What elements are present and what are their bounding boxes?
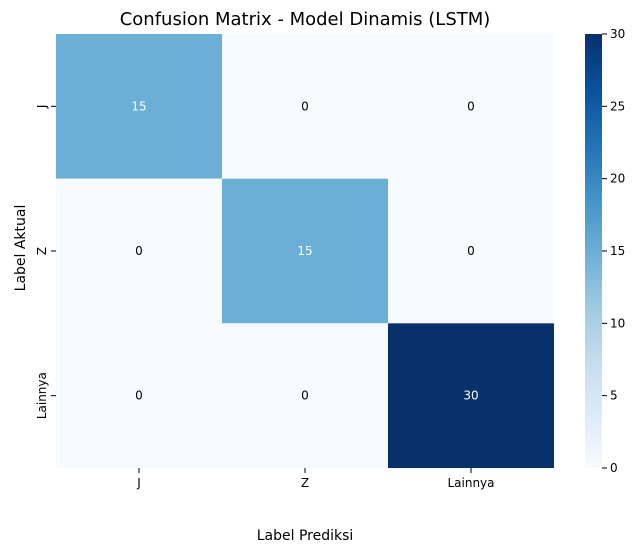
heatmap-cells xyxy=(56,34,554,468)
heatmap-cell xyxy=(388,34,554,179)
cell-value-label: 0 xyxy=(467,99,475,113)
colorbar-tick-label: 10 xyxy=(610,316,625,330)
cell-value-label: 0 xyxy=(301,389,309,403)
x-axis-label: Label Prediksi xyxy=(257,528,354,544)
y-tick-label: Lainnya xyxy=(35,372,49,419)
colorbar-tick-label: 20 xyxy=(610,172,625,186)
cell-value-label: 0 xyxy=(135,389,143,403)
y-tick-label: Z xyxy=(35,247,49,255)
colorbar-tick-label: 0 xyxy=(610,461,618,475)
chart-title: Confusion Matrix - Model Dinamis (LSTM) xyxy=(120,9,491,30)
heatmap-cell xyxy=(388,323,554,468)
colorbar-tick-label: 25 xyxy=(610,99,625,113)
y-axis-ticks: J Z Lainnya xyxy=(35,105,56,419)
x-axis-ticks: J Z Lainnya xyxy=(136,468,495,490)
heatmap-cell xyxy=(56,178,222,324)
cell-value-label: 30 xyxy=(463,389,478,403)
y-axis-label: Label Aktual xyxy=(13,205,29,292)
heatmap-cell xyxy=(56,323,222,468)
heatmap-cell xyxy=(222,323,388,468)
y-tick-label: J xyxy=(35,105,49,110)
heatmap-cell xyxy=(56,34,222,179)
colorbar xyxy=(585,34,602,468)
colorbar-tick-label: 5 xyxy=(610,389,618,403)
colorbar-ticks: 0 5 10 15 20 25 30 xyxy=(602,27,625,475)
colorbar-tick-label: 15 xyxy=(610,244,625,258)
colorbar-tick-label: 30 xyxy=(610,27,625,41)
heatmap-cell-labels: 15 0 0 0 15 0 0 0 30 xyxy=(131,99,478,402)
cell-value-label: 15 xyxy=(297,244,312,258)
cell-value-label: 0 xyxy=(135,244,143,258)
heatmap-cell xyxy=(222,34,388,179)
heatmap-cell xyxy=(222,178,388,324)
x-tick-label: Z xyxy=(301,476,309,490)
cell-value-label: 15 xyxy=(131,99,146,113)
heatmap-cell xyxy=(388,178,554,324)
x-tick-label: Lainnya xyxy=(447,476,494,490)
cell-value-label: 0 xyxy=(301,99,309,113)
x-tick-label: J xyxy=(136,476,141,490)
cell-value-label: 0 xyxy=(467,244,475,258)
